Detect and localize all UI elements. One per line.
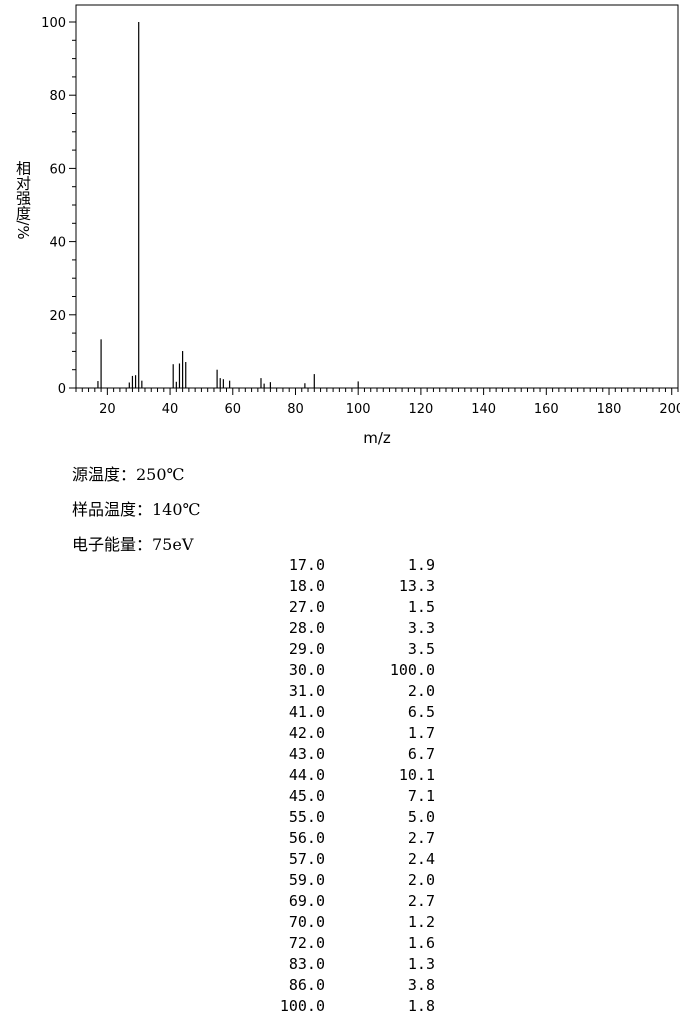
sample-temperature: 样品温度：140℃ bbox=[72, 500, 201, 519]
y-tick-label: 60 bbox=[49, 162, 66, 177]
peak-row: 30.0 100.0 bbox=[0, 661, 680, 682]
y-tick-label: 20 bbox=[49, 309, 66, 324]
peak-row: 57.0 2.4 bbox=[0, 850, 680, 871]
x-tick-label: 100 bbox=[346, 402, 371, 417]
peak-mz-value: 30.0 bbox=[288, 661, 325, 679]
peak-intensity-value: 10.1 bbox=[398, 766, 435, 784]
peak-mz-value: 45.0 bbox=[288, 787, 325, 805]
peak-mz-value: 83.0 bbox=[288, 955, 325, 973]
peak-intensity-value: 2.7 bbox=[407, 892, 435, 910]
peak-mz-value: 100.0 bbox=[279, 997, 325, 1015]
x-tick-label: 180 bbox=[597, 402, 622, 417]
x-tick-label: 60 bbox=[224, 402, 241, 417]
plot-frame bbox=[75, 4, 679, 389]
peak-mz-value: 17.0 bbox=[288, 556, 325, 574]
peak-mz-value: 42.0 bbox=[288, 724, 325, 742]
y-axis-title: 相对强度/% bbox=[14, 160, 32, 239]
peak-intensity-value: 1.2 bbox=[407, 913, 435, 931]
peak-row: 69.0 2.7 bbox=[0, 892, 680, 913]
peak-mz-value: 86.0 bbox=[288, 976, 325, 994]
x-axis-ticks: 20 40 60 80 100 120 140 160 180 200 bbox=[75, 388, 680, 417]
peak-intensity-value: 2.0 bbox=[407, 682, 435, 700]
peak-row: 41.0 6.5 bbox=[0, 703, 680, 724]
peak-mz-value: 28.0 bbox=[288, 619, 325, 637]
peak-mz-value: 44.0 bbox=[288, 766, 325, 784]
peak-intensity-value: 2.4 bbox=[407, 850, 435, 868]
peak-mz-value: 43.0 bbox=[288, 745, 325, 763]
x-tick-label: 80 bbox=[287, 402, 304, 417]
y-tick-label: 0 bbox=[58, 382, 66, 397]
peak-mz-value: 29.0 bbox=[288, 640, 325, 658]
peak-intensity-value: 1.5 bbox=[407, 598, 435, 616]
peak-row: 18.0 13.3 bbox=[0, 577, 680, 598]
peak-row: 86.0 3.8 bbox=[0, 976, 680, 997]
peak-intensity-value: 1.9 bbox=[407, 556, 435, 574]
peak-intensity-value: 2.0 bbox=[407, 871, 435, 889]
peak-mz-value: 70.0 bbox=[288, 913, 325, 931]
peak-mz-value: 31.0 bbox=[288, 682, 325, 700]
peak-mz-value: 56.0 bbox=[288, 829, 325, 847]
peak-intensity-value: 1.3 bbox=[407, 955, 435, 973]
y-axis-ticks: 0 20 40 60 80 100 bbox=[41, 16, 76, 397]
x-tick-label: 200 bbox=[659, 402, 680, 417]
peak-row: 72.0 1.6 bbox=[0, 934, 680, 955]
peak-intensity-value: 7.1 bbox=[407, 787, 435, 805]
y-tick-label: 40 bbox=[49, 236, 66, 251]
peak-mz-value: 72.0 bbox=[288, 934, 325, 952]
x-axis-title: m/z bbox=[363, 429, 391, 447]
peak-intensity-value: 100.0 bbox=[389, 661, 435, 679]
peak-mz-value: 18.0 bbox=[288, 577, 325, 595]
peak-row: 59.0 2.0 bbox=[0, 871, 680, 892]
peak-row: 17.0 1.9 bbox=[0, 556, 680, 577]
peak-mz-value: 59.0 bbox=[288, 871, 325, 889]
peak-intensity-value: 6.5 bbox=[407, 703, 435, 721]
peak-mz-value: 55.0 bbox=[288, 808, 325, 826]
spectrum-peaks bbox=[97, 22, 359, 388]
peak-row: 27.0 1.5 bbox=[0, 598, 680, 619]
peak-intensity-value: 1.8 bbox=[407, 997, 435, 1015]
peak-row: 42.0 1.7 bbox=[0, 724, 680, 745]
peak-intensity-value: 3.3 bbox=[407, 619, 435, 637]
peak-intensity-value: 1.7 bbox=[407, 724, 435, 742]
electron-energy: 电子能量：75eV bbox=[72, 535, 194, 554]
peak-row: 56.0 2.7 bbox=[0, 829, 680, 850]
x-tick-label: 140 bbox=[471, 402, 496, 417]
peak-intensity-value: 3.5 bbox=[407, 640, 435, 658]
x-tick-label: 160 bbox=[534, 402, 559, 417]
peak-mz-value: 69.0 bbox=[288, 892, 325, 910]
peak-mz-value: 41.0 bbox=[288, 703, 325, 721]
peak-intensity-value: 6.7 bbox=[407, 745, 435, 763]
x-tick-label: 20 bbox=[99, 402, 116, 417]
peak-intensity-value: 5.0 bbox=[407, 808, 435, 826]
y-tick-label: 80 bbox=[49, 89, 66, 104]
peak-mz-value: 57.0 bbox=[288, 850, 325, 868]
peak-mz-value: 27.0 bbox=[288, 598, 325, 616]
peak-row: 44.0 10.1 bbox=[0, 766, 680, 787]
y-tick-label: 100 bbox=[41, 16, 66, 31]
x-tick-label: 40 bbox=[162, 402, 179, 417]
peak-row: 83.0 1.3 bbox=[0, 955, 680, 976]
peak-intensity-value: 1.6 bbox=[407, 934, 435, 952]
peak-intensity-value: 13.3 bbox=[398, 577, 435, 595]
peak-row: 29.0 3.5 bbox=[0, 640, 680, 661]
peak-intensity-value: 2.7 bbox=[407, 829, 435, 847]
peak-row: 70.0 1.2 bbox=[0, 913, 680, 934]
peak-row: 43.0 6.7 bbox=[0, 745, 680, 766]
x-tick-label: 120 bbox=[408, 402, 433, 417]
peak-row: 45.0 7.1 bbox=[0, 787, 680, 808]
peak-intensity-value: 3.8 bbox=[407, 976, 435, 994]
peak-row: 28.0 3.3 bbox=[0, 619, 680, 640]
peak-row: 31.0 2.0 bbox=[0, 682, 680, 703]
peak-row: 55.0 5.0 bbox=[0, 808, 680, 829]
source-temperature: 源温度：250℃ bbox=[72, 465, 185, 484]
peak-row: 100.0 1.8 bbox=[0, 997, 680, 1018]
